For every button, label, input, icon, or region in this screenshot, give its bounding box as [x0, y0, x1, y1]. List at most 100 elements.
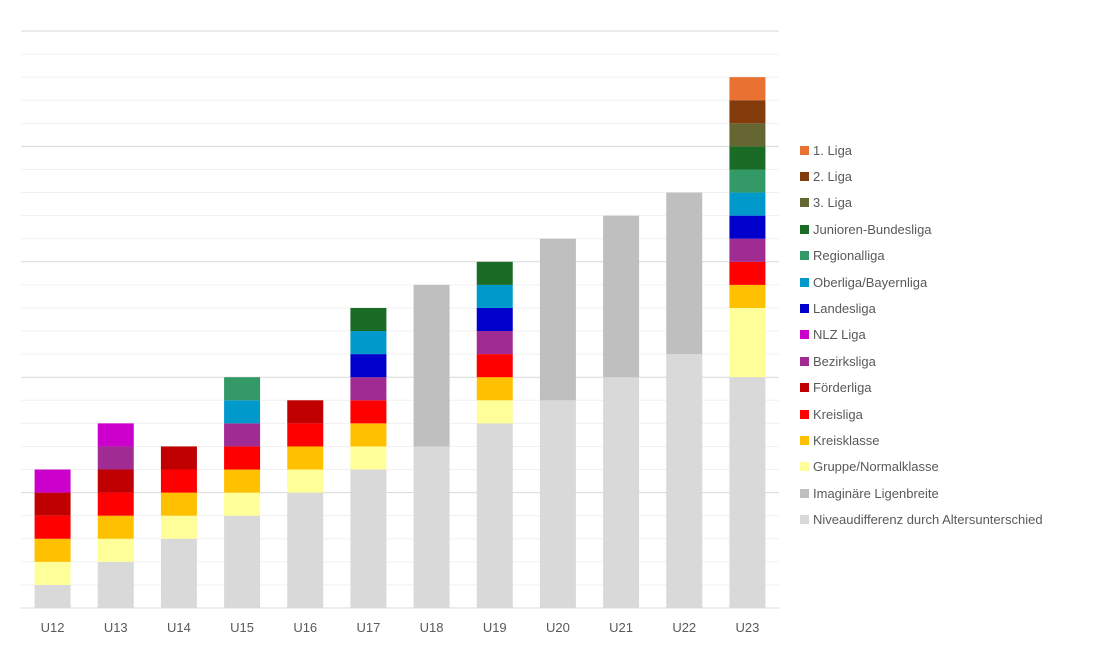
x-tick-label: U13 — [104, 620, 128, 635]
legend-item: Gruppe/Normalklasse — [800, 454, 1043, 480]
x-tick-label: U20 — [546, 620, 570, 635]
bar-segment — [476, 400, 513, 424]
x-tick-label: U18 — [420, 620, 444, 635]
bar-segment — [603, 377, 640, 608]
bar-segment — [287, 446, 324, 470]
legend-swatch — [800, 435, 809, 445]
bar-segment — [287, 492, 324, 608]
legend-label: Kreisklasse — [813, 432, 880, 448]
x-tick-label: U19 — [483, 620, 507, 635]
bar-segment — [476, 377, 513, 401]
bar-segment — [97, 561, 134, 608]
bar-segment — [729, 307, 766, 378]
bar-segment — [729, 261, 766, 285]
legend-swatch — [800, 488, 809, 498]
bar-segment — [350, 423, 387, 447]
bar-segment — [34, 561, 71, 585]
legend-item: Förderliga — [800, 375, 1043, 401]
bar-segment — [97, 492, 134, 516]
bar-segment — [729, 284, 766, 308]
legend-swatch — [800, 356, 809, 366]
legend-swatch — [800, 409, 809, 419]
bar-segment — [224, 515, 261, 608]
legend-item: 1. Liga — [800, 137, 1043, 163]
legend-label: 1. Liga — [813, 142, 853, 158]
bar-segment — [34, 469, 71, 493]
legend-label: Gruppe/Normalklasse — [813, 459, 939, 475]
bar-segment — [287, 423, 324, 447]
bar-segment — [729, 123, 766, 147]
bar-segment — [160, 446, 197, 470]
legend-swatch — [800, 383, 809, 393]
bar-segment — [34, 584, 71, 608]
bar-segment — [350, 400, 387, 424]
x-axis-tick-labels: U12 U13 U14 U15 U16 U17 U18 U19 U20 U21 U22 U23 — [41, 620, 760, 635]
legend-swatch — [800, 198, 809, 208]
x-tick-label: U12 — [41, 620, 65, 635]
bar-segment — [413, 284, 450, 447]
bar-segment — [539, 238, 576, 401]
bar-segment — [476, 331, 513, 355]
legend-item: 2. Liga — [800, 163, 1043, 189]
gridlines — [21, 30, 779, 586]
legend-swatch — [800, 172, 809, 182]
legend-swatch — [800, 277, 809, 287]
bar-segment — [729, 169, 766, 193]
legend-swatch — [800, 145, 809, 155]
bar-segment — [350, 307, 387, 332]
x-tick-label: U15 — [230, 620, 254, 635]
legend-label: Kreisliga — [813, 406, 863, 422]
bar-segment — [97, 446, 134, 470]
bar-segment — [729, 238, 766, 262]
bar-segment — [224, 492, 261, 516]
bar-segment — [224, 423, 261, 447]
legend-item: Bezirksliga — [800, 348, 1043, 374]
bar-segment — [224, 400, 261, 424]
bar-segment — [224, 377, 261, 401]
bar-segment — [160, 469, 197, 493]
legend-item: Imaginäre Ligenbreite — [800, 480, 1043, 506]
bar-segment — [476, 423, 513, 608]
bar-segment — [729, 146, 766, 170]
legend-swatch — [800, 515, 809, 525]
bar-segment — [729, 215, 766, 239]
bar-segment — [34, 538, 71, 562]
bar-segment — [729, 377, 766, 608]
legend-label: 2. Liga — [813, 169, 853, 185]
bar-segment — [603, 215, 640, 378]
legend-item: Niveaudifferenz durch Altersunterschied — [800, 506, 1043, 532]
bar-segment — [350, 354, 387, 378]
x-tick-label: U23 — [735, 620, 759, 635]
legend-item: NLZ Liga — [800, 322, 1043, 348]
bar-segment — [729, 100, 766, 124]
bar-segment — [539, 400, 576, 608]
bar-segment — [476, 354, 513, 378]
legend-item: Kreisliga — [800, 401, 1043, 427]
bar-segment — [34, 515, 71, 539]
legend-swatch — [800, 304, 809, 314]
bar-segment — [350, 446, 387, 470]
bar-segment — [350, 469, 387, 608]
x-tick-label: U22 — [672, 620, 696, 635]
bar-segment — [160, 538, 197, 608]
legend-swatch — [800, 224, 809, 234]
bar-segment — [666, 192, 703, 355]
legend-label: Regionalliga — [813, 248, 885, 264]
bar-segment — [350, 377, 387, 401]
bar-segment — [224, 446, 261, 470]
x-tick-label: U21 — [609, 620, 633, 635]
bar-segment — [729, 77, 766, 101]
legend-label: Niveaudifferenz durch Altersunterschied — [813, 512, 1043, 528]
legend-item: Oberliga/Bayernliga — [800, 269, 1043, 295]
bar-segment — [287, 400, 324, 424]
legend-label: Imaginäre Ligenbreite — [813, 485, 939, 501]
bar-segment — [97, 469, 134, 493]
legend-label: 3. Liga — [813, 195, 853, 211]
bar-segment — [34, 492, 71, 516]
bar-segment — [97, 538, 134, 562]
legend-swatch — [800, 251, 809, 261]
bar-segment — [350, 331, 387, 355]
legend-item: Kreisklasse — [800, 427, 1043, 453]
bar-segment — [97, 423, 134, 447]
bar-segment — [666, 354, 703, 608]
